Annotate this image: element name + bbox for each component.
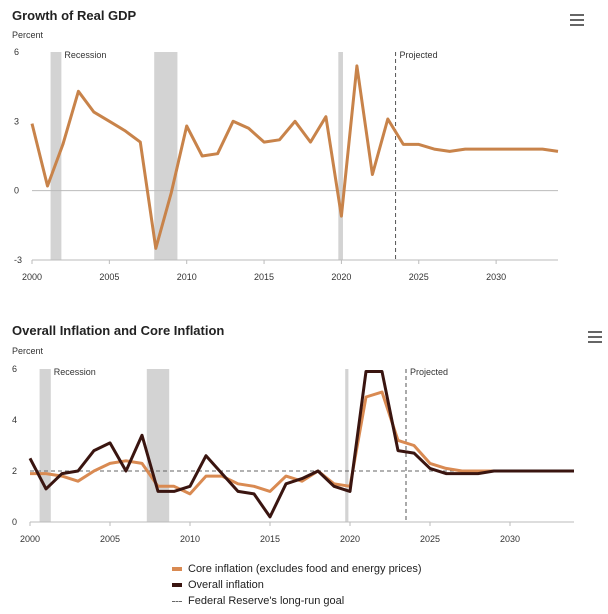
legend-item-core[interactable]: Core inflation (excludes food and energy… [172,561,422,577]
y-tick-label: 4 [12,415,17,425]
recession-label: Recession [54,367,96,377]
chart-title-gdp: Growth of Real GDP [12,8,137,23]
x-tick-label: 2005 [100,534,120,544]
recession-band [146,369,170,522]
x-tick-label: 2010 [180,534,200,544]
hamburger-menu-icon[interactable] [570,14,584,26]
y-tick-label: 6 [14,47,19,57]
y-tick-label: 3 [14,116,19,126]
legend-label-core: Core inflation (excludes food and energy… [188,563,422,575]
x-tick-label: 2015 [254,272,274,282]
x-tick-label: 2020 [331,272,351,282]
y-tick-label: 2 [12,466,17,476]
x-tick-label: 2025 [420,534,440,544]
recession-label: Recession [64,50,106,60]
legend-swatch-core [172,567,182,571]
x-tick-label: 2025 [409,272,429,282]
legend-item-goal[interactable]: Federal Reserve's long-run goal [172,593,422,609]
x-tick-label: 2030 [486,272,506,282]
y-axis-title: Percent [12,30,44,40]
recession-band [338,52,343,260]
legend-item-overall[interactable]: Overall inflation [172,577,422,593]
legend-label-goal: Federal Reserve's long-run goal [188,595,345,607]
legend-label-overall: Overall inflation [188,579,264,591]
chart-title-inflation: Overall Inflation and Core Inflation [12,323,225,338]
y-tick-label: 0 [14,186,19,196]
x-tick-label: 2010 [177,272,197,282]
y-tick-label: 0 [12,517,17,527]
hamburger-menu-icon[interactable] [588,331,602,343]
legend: Core inflation (excludes food and energy… [172,561,422,609]
recession-band [345,369,349,522]
projected-label: Projected [400,50,438,60]
x-tick-label: 2030 [500,534,520,544]
recession-band [154,52,178,260]
x-tick-label: 2005 [99,272,119,282]
x-tick-label: 2000 [20,534,40,544]
x-tick-label: 2020 [340,534,360,544]
x-tick-label: 2000 [22,272,42,282]
legend-swatch-goal [172,600,182,602]
recession-band [50,52,62,260]
legend-swatch-overall [172,583,182,587]
series-line-0 [30,64,559,250]
recession-band [39,369,51,522]
gdp-chart: Recession Projected -3 0 3 6 Percent 2000 2005 20… [12,30,559,282]
series-line-1 [28,370,574,519]
x-tick-label: 2015 [260,534,280,544]
y-tick-label: -3 [14,255,22,265]
inflation-chart: Recession Projected 0 2 4 6 Percent 2000 2005 201… [12,346,574,544]
y-tick-label: 6 [12,364,17,374]
projected-label: Projected [410,367,448,377]
y-axis-title: Percent [12,346,44,356]
